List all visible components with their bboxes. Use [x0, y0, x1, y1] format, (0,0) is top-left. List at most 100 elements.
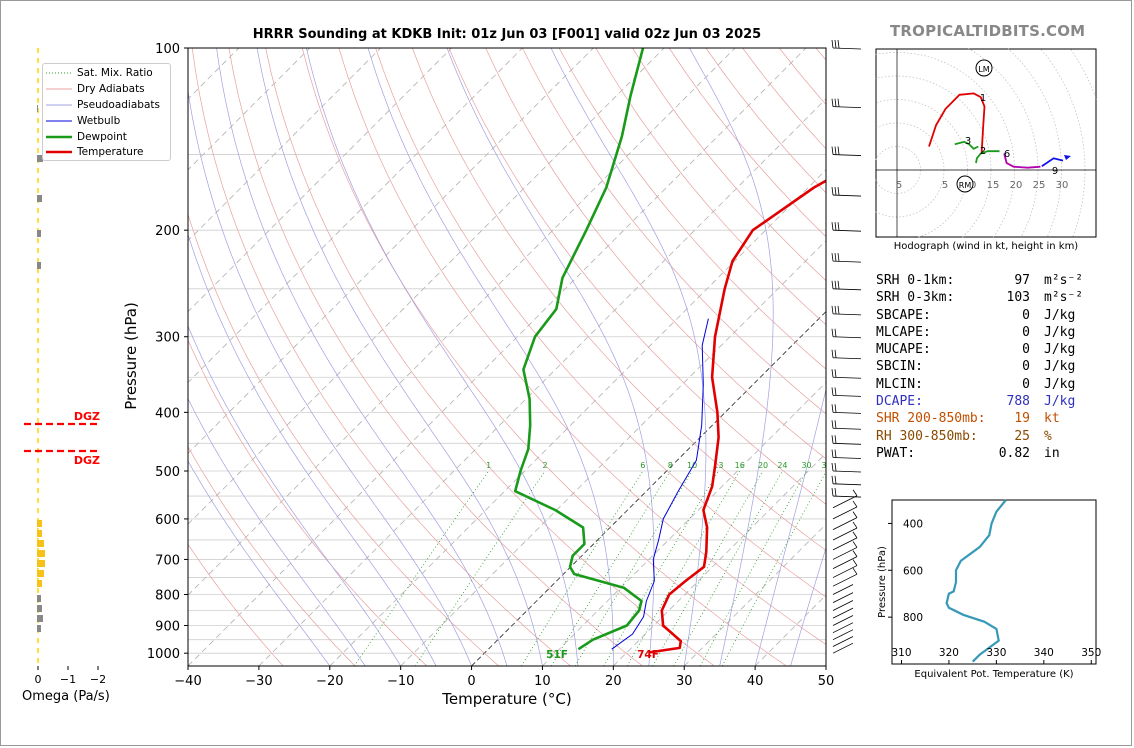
- isotherm-line: [542, 381, 826, 666]
- parameter-key: MLCIN:: [876, 376, 923, 392]
- omega-bar: [37, 155, 43, 162]
- wind-barb-flag: [831, 420, 834, 429]
- hodograph-segment: [928, 92, 986, 154]
- isotherm-line: [400, 240, 826, 666]
- wind-barb-shaft: [832, 260, 862, 263]
- wind-barb-flag: [837, 253, 840, 262]
- wind-barb: [832, 489, 858, 509]
- wind-barb-flag: [834, 146, 837, 155]
- legend-label: Temperature: [77, 146, 144, 158]
- wind-barb-flag: [837, 98, 840, 107]
- wind-barb: [832, 521, 858, 541]
- wind-barb: [832, 622, 854, 634]
- theta-x-tick-label: 320: [939, 647, 959, 659]
- surface-dewpoint-label: 51F: [546, 649, 568, 661]
- wind-barb: [832, 584, 854, 595]
- legend-item-mix-ratio: Sat. Mix. Ratio: [43, 65, 170, 81]
- wind-barb: [832, 541, 858, 560]
- dgz-label: DGZ: [74, 410, 100, 423]
- wind-barb-flag: [834, 187, 837, 196]
- wind-barb-shaft: [832, 517, 858, 531]
- parameter-unit: J/kg: [1044, 324, 1076, 340]
- wind-barb: [832, 531, 858, 551]
- y-tick-label: 900: [155, 619, 180, 634]
- wind-barb: [831, 462, 862, 473]
- wind-barb-flag: [834, 253, 837, 262]
- parameter-key: DCAPE:: [876, 394, 923, 410]
- surface-temp-label: 74F: [637, 649, 659, 661]
- pseudoadiabat-line: [754, 388, 826, 666]
- wind-barb: [831, 387, 862, 397]
- wind-barb-shaft: [832, 442, 862, 445]
- mixing-ratio-label: 16: [735, 461, 745, 470]
- wind-barb-flag: [831, 349, 834, 358]
- wind-barb-flag: [834, 404, 837, 413]
- chart-title: HRRR Sounding at KDKB Init: 01z Jun 03 […: [252, 27, 762, 42]
- x-tick-label: −30: [245, 674, 272, 689]
- wind-barb-shaft: [832, 376, 862, 379]
- isotherm-line: [188, 48, 736, 596]
- legend-label: Wetbulb: [77, 115, 121, 127]
- wind-barb-flag: [852, 559, 858, 566]
- wind-barb-flag: [837, 187, 840, 196]
- parameter-key: SHR 200-850mb:: [876, 411, 986, 427]
- parameter-unit: J/kg: [1044, 307, 1076, 323]
- wind-barb-flag: [834, 475, 837, 484]
- legend-item-temperature: Temperature: [43, 144, 170, 160]
- pseudoadiabat-line: [188, 233, 437, 666]
- wind-barb-flag: [852, 521, 858, 529]
- parameter-row: MUCAPE: 0 J/kg: [876, 341, 1096, 358]
- pseudoadiabat-line: [216, 48, 508, 666]
- wind-barb-flag: [831, 222, 834, 231]
- wind-barb-shaft: [832, 556, 858, 570]
- wind-barb-flag: [834, 420, 837, 429]
- wind-barb: [831, 404, 862, 414]
- wind-barb: [832, 642, 854, 654]
- height-label: 6: [1004, 149, 1010, 160]
- wind-barb-flag: [852, 541, 858, 548]
- mixing-ratio-line: [521, 470, 644, 666]
- parameter-unit: kt: [1044, 411, 1060, 427]
- wind-barb-shaft: [832, 565, 858, 578]
- dry-adiabat-line: [411, 48, 826, 551]
- wind-barb: [832, 559, 858, 578]
- wind-barb-flag: [831, 305, 834, 314]
- storm-motion-marker: [956, 175, 974, 193]
- legend: Sat. Mix. Ratio Dry Adiabats Pseudoadiab…: [42, 63, 171, 161]
- parameter-row: SRH 0-3km: 103 m²s⁻²: [876, 289, 1096, 306]
- storm-motion-label: RM: [959, 181, 972, 190]
- wind-barb-flag: [831, 387, 834, 396]
- wind-barb: [832, 607, 854, 619]
- theta-e-plot: 310 320 330 340 350 400 600 800 Equivalent Pot. …: [877, 499, 1101, 680]
- wind-barb: [831, 222, 862, 232]
- wind-barb-shaft: [832, 537, 858, 551]
- dry-adiabat-line: [595, 48, 826, 326]
- x-tick-label: 0: [467, 674, 475, 689]
- omega-bar: [37, 530, 42, 537]
- parameter-unit: %: [1044, 428, 1052, 444]
- parameter-unit: J/kg: [1044, 359, 1076, 375]
- omega-tick-label: 0: [35, 673, 42, 686]
- wind-barb-flag: [834, 488, 837, 497]
- hodograph-frame: [875, 48, 1097, 238]
- wind-barb-shaft: [832, 584, 854, 595]
- parameter-value: 25: [1014, 428, 1030, 444]
- parameter-unit: J/kg: [1044, 376, 1076, 392]
- legend-label: Dry Adiabats: [77, 83, 145, 95]
- wind-barb: [831, 187, 862, 197]
- wind-barb-flag: [837, 146, 840, 155]
- wind-barb-flag: [831, 328, 834, 337]
- omega-bar: [37, 550, 45, 557]
- hodograph-tick-label: 5: [942, 180, 948, 191]
- parameter-key: SBCAPE:: [876, 307, 931, 323]
- omega-axis-label: Omega (Pa/s): [22, 689, 110, 704]
- dry-adiabat-line: [558, 48, 826, 370]
- mixing-ratio-label: 24: [777, 461, 787, 470]
- wind-barb-flag: [837, 305, 840, 314]
- wind-barb-shaft: [832, 495, 858, 509]
- plot-border: [187, 47, 827, 667]
- storm-motion-label: LM: [978, 65, 989, 74]
- y-tick-label: 100: [155, 42, 180, 57]
- hodograph-tick-label: 5: [896, 180, 902, 191]
- wind-barb-flag: [852, 567, 858, 575]
